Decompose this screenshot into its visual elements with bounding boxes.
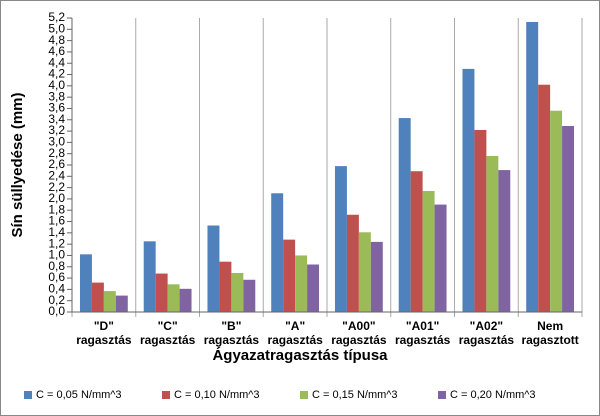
legend-label: C = 0,20 N/mm^3 (450, 389, 536, 401)
y-tick-label: 4,4 (48, 55, 65, 69)
bar (434, 204, 447, 312)
y-tick-label: 0,4 (48, 282, 65, 296)
x-tick-label: "A02" ragasztás (458, 319, 515, 347)
bar (179, 288, 192, 312)
bar (498, 170, 511, 312)
bar (115, 295, 128, 312)
y-tick-label: 3,6 (48, 101, 65, 115)
bar (562, 125, 575, 312)
bar (538, 84, 551, 312)
y-tick-label: 2,8 (48, 146, 65, 160)
bar (295, 255, 308, 312)
legend-swatch (300, 391, 308, 399)
x-tick-label: "A" ragasztás (267, 319, 323, 347)
y-tick-label: 4,2 (48, 67, 65, 81)
bar (307, 264, 320, 312)
bar (243, 279, 256, 312)
x-tick-label: "A01" ragasztás (394, 319, 451, 347)
legend-label: C = 0,05 N/mm^3 (36, 389, 122, 401)
x-tick-label: "B" ragasztás (203, 319, 260, 347)
x-tick-label: "A00" ragasztás (331, 319, 387, 347)
y-tick-label: 1,0 (48, 248, 65, 262)
y-tick-label: 2,6 (48, 157, 65, 171)
bar (410, 171, 423, 312)
bar (91, 282, 104, 312)
bar (526, 21, 539, 312)
y-tick-label: 3,2 (48, 123, 65, 137)
bar (398, 118, 411, 312)
legend-label: C = 0,10 N/mm^3 (174, 389, 260, 401)
bar (334, 166, 347, 312)
bar (231, 272, 244, 312)
bar (486, 155, 499, 312)
bar (550, 110, 563, 312)
y-tick-label: 3,8 (48, 89, 65, 103)
bar (283, 239, 296, 312)
bar (143, 241, 156, 312)
y-tick-label: 0,2 (48, 293, 65, 307)
y-axis-title: Sín süllyedése (mm) (9, 92, 26, 237)
x-tick-label: "C" ragasztás (139, 319, 196, 347)
bar (219, 261, 232, 312)
legend-label: C = 0,15 N/mm^3 (312, 389, 398, 401)
y-tick-label: 5,2 (48, 10, 65, 24)
bar (370, 241, 383, 312)
y-tick-label: 0,0 (48, 304, 65, 318)
legend-swatch (438, 391, 446, 399)
bar (167, 284, 180, 312)
y-tick-label: 0,8 (48, 259, 65, 273)
bar (462, 68, 475, 312)
y-tick-label: 0,6 (48, 270, 65, 284)
x-tick-label: "D" ragasztás (76, 319, 132, 347)
y-tick-label: 1,6 (48, 214, 65, 228)
legend-swatch (24, 391, 32, 399)
bar (103, 291, 116, 312)
y-tick-label: 5,0 (48, 21, 65, 35)
x-axis-title: Ágyazatragasztás típusa (212, 347, 388, 364)
y-tick-label: 2,4 (48, 168, 65, 182)
y-tick-label: 3,4 (48, 112, 65, 126)
y-tick-label: 2,0 (48, 191, 65, 205)
y-tick-label: 2,2 (48, 180, 65, 194)
bar (207, 225, 220, 312)
x-tick-label: Nem ragasztott (521, 319, 579, 347)
bar (271, 193, 284, 312)
bar (79, 254, 92, 312)
y-tick-label: 4,0 (48, 78, 65, 92)
y-tick-label: 1,8 (48, 202, 65, 216)
y-tick-label: 1,4 (48, 225, 65, 239)
y-tick-label: 4,8 (48, 33, 65, 47)
bar (358, 232, 371, 312)
legend-swatch (162, 391, 170, 399)
y-tick-label: 1,2 (48, 236, 65, 250)
bar (155, 273, 168, 312)
bar (422, 191, 435, 312)
y-tick-label: 4,6 (48, 44, 65, 58)
bar (346, 214, 359, 312)
y-tick-label: 3,0 (48, 135, 65, 149)
bar (474, 129, 487, 312)
